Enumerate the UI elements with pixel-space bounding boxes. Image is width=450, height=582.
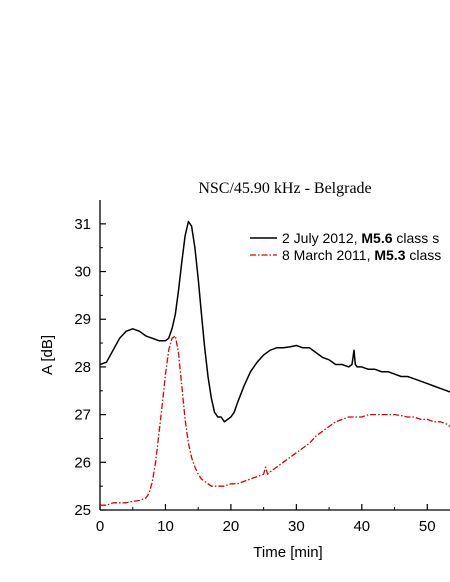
x-tick-label-4: 40 [353, 518, 370, 535]
y-tick-label-0: 25 [74, 502, 91, 519]
x-tick-label-0: 0 [96, 518, 104, 535]
x-axis-label: Time [min] [253, 544, 322, 561]
legend-entry-1-prefix: 8 March 2011, [282, 247, 374, 263]
y-tick-label-4: 29 [74, 311, 91, 328]
y-tick-label-3: 28 [74, 359, 91, 376]
y-tick-label-1: 26 [74, 454, 91, 471]
plot-area [99, 200, 450, 511]
legend-entry-1: 8 March 2011, M5.3 class [282, 247, 441, 263]
x-tick-label-2: 20 [223, 518, 240, 535]
x-tick-label-1: 10 [157, 518, 174, 535]
y-tick-label-5: 30 [74, 264, 91, 281]
legend-entry-1-bold: M5.3 [374, 247, 405, 263]
legend-entry-0: 2 July 2012, M5.6 class s [282, 230, 439, 246]
chart-title: NSC/45.90 kHz - Belgrade [198, 180, 371, 197]
legend: 2 July 2012, M5.6 class s 8 March 2011, … [250, 230, 441, 263]
y-tick-label-2: 27 [74, 407, 91, 424]
legend-entry-0-suffix: class s [393, 230, 440, 246]
y-axis-label: A [dB] [39, 335, 56, 375]
y-axis-ticks: 25 26 27 28 29 30 31 [74, 216, 106, 519]
x-axis-ticks: 0 10 20 30 40 50 [96, 504, 436, 535]
series-line-1 [100, 335, 450, 506]
x-tick-label-3: 30 [288, 518, 305, 535]
series-line-0 [100, 220, 450, 423]
series-layer [100, 220, 450, 506]
y-tick-label-6: 31 [74, 216, 91, 233]
legend-entry-1-suffix: class [405, 247, 441, 263]
legend-entry-0-bold: M5.6 [361, 230, 392, 246]
legend-entry-0-prefix: 2 July 2012, [282, 230, 361, 246]
x-tick-label-5: 50 [419, 518, 436, 535]
